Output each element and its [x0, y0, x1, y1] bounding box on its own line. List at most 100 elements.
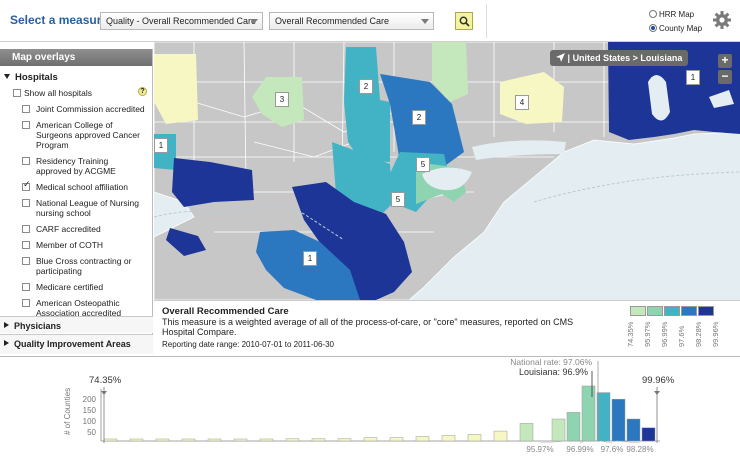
gulf-island: [709, 90, 734, 108]
search-button[interactable]: [455, 12, 473, 30]
measure-category-select[interactable]: Quality - Overall Recommended Care: [100, 12, 263, 30]
histogram-bar[interactable]: [155, 438, 170, 442]
overlay-list[interactable]: Hospitals Show all hospitals ? Joint Com…: [0, 66, 152, 316]
overlay-item[interactable]: Blue Cross contracting or participating: [0, 254, 152, 280]
map-region-label[interactable]: 5: [416, 157, 430, 172]
checkbox[interactable]: [22, 257, 30, 265]
histogram-bar[interactable]: [129, 438, 144, 442]
measure-item-select[interactable]: Overall Recommended Care: [269, 12, 434, 30]
checkbox[interactable]: [22, 241, 30, 249]
checkbox[interactable]: [22, 121, 30, 129]
map-region-label[interactable]: 2: [359, 79, 373, 94]
overlay-item[interactable]: CARF accredited: [0, 222, 152, 238]
overlay-item[interactable]: Member of COTH: [0, 238, 152, 254]
checkbox-checked[interactable]: [22, 180, 31, 191]
checkbox[interactable]: [13, 89, 21, 97]
overlay-item-label: Medical school affiliation: [36, 182, 128, 192]
histogram-bar[interactable]: [415, 436, 430, 442]
overlay-item[interactable]: National League of Nursing nursing schoo…: [0, 196, 152, 222]
overlay-item[interactable]: American Osteopathic Association accredi…: [0, 296, 152, 316]
bin-boundary-leader: [579, 440, 585, 444]
histogram-bar[interactable]: [581, 385, 596, 442]
physicians-section-toggle[interactable]: Physicians: [0, 316, 153, 333]
histogram-bar[interactable]: [551, 418, 566, 442]
state-rate-label: Louisiana: 96.9%: [519, 367, 588, 377]
overlay-item[interactable]: American College of Surgeons approved Ca…: [0, 118, 152, 154]
histogram-chart: # of Counties 200 150 100 50 74.35% 99.9…: [63, 357, 675, 454]
quality-areas-section-toggle[interactable]: Quality Improvement Areas: [0, 334, 153, 354]
histogram-bar[interactable]: [363, 437, 378, 442]
histogram-bar[interactable]: [596, 392, 611, 442]
histogram-bar[interactable]: [233, 438, 248, 442]
hospitals-section-toggle[interactable]: Hospitals: [0, 66, 152, 86]
county-region: [344, 47, 390, 162]
county-region: [172, 158, 254, 207]
county-histogram: # of Counties 200 150 100 50 74.35% 99.9…: [0, 356, 740, 454]
map-region-label[interactable]: 2: [412, 110, 426, 125]
histogram-bar[interactable]: [103, 438, 118, 442]
show-all-hospitals-option[interactable]: Show all hospitals ?: [0, 86, 152, 102]
breadcrumb[interactable]: | United States > Louisiana: [550, 50, 689, 66]
physicians-heading: Physicians: [14, 321, 62, 331]
histogram-bar[interactable]: [207, 438, 222, 442]
histogram-bar[interactable]: [519, 423, 534, 442]
histogram-bar[interactable]: [441, 435, 456, 442]
radio-icon: [649, 10, 657, 18]
legend-bin-label: 95.97%: [643, 321, 652, 347]
overlay-item-label: American College of Surgeons approved Ca…: [36, 120, 140, 150]
legend-bin-label: 97.6%: [677, 325, 686, 347]
histogram-bar[interactable]: [389, 437, 404, 442]
map-region-label[interactable]: 5: [391, 192, 405, 207]
radio-selected-icon: [649, 24, 657, 32]
overlay-item-label: Blue Cross contracting or participating: [36, 256, 132, 276]
county-map-radio[interactable]: County Map: [649, 24, 702, 33]
histogram-bar[interactable]: [337, 438, 352, 442]
checkbox[interactable]: [22, 283, 30, 291]
zoom-out-button[interactable]: −: [718, 70, 732, 84]
histogram-bars: [103, 385, 656, 442]
map-region-label[interactable]: 1: [154, 138, 168, 153]
overlay-item[interactable]: Medical school affiliation: [0, 180, 152, 196]
histogram-bar[interactable]: [259, 438, 274, 442]
reporting-date-range: Reporting date range: 2010-07-01 to 2011…: [162, 340, 334, 349]
legend-bin-label: 96.99%: [660, 321, 669, 347]
county-map[interactable]: 3 2 2 4 1 5 5 1 1 | United States > Loui…: [154, 42, 740, 300]
map-canvas[interactable]: [154, 42, 740, 300]
histogram-bar[interactable]: [285, 438, 300, 442]
gear-icon[interactable]: [712, 10, 732, 30]
breadcrumb-separator: |: [567, 53, 571, 63]
hrr-map-label: HRR Map: [659, 10, 695, 19]
overlay-item[interactable]: Residency Training approved by ACGME: [0, 154, 152, 180]
national-rate-label: National rate: 97.06%: [510, 357, 592, 367]
histogram-bar[interactable]: [181, 438, 196, 442]
legend-title: Overall Recommended Care: [162, 306, 289, 317]
histogram-bar[interactable]: [626, 418, 641, 442]
breadcrumb-state: Louisiana: [640, 53, 683, 63]
overlay-item[interactable]: Medicare certified: [0, 280, 152, 296]
map-region-label[interactable]: 4: [515, 95, 529, 110]
legend-bin-label: 98.28%: [694, 321, 703, 347]
histogram-bar[interactable]: [493, 430, 508, 442]
breadcrumb-us[interactable]: United States: [572, 53, 631, 63]
zoom-in-button[interactable]: +: [718, 54, 732, 68]
histogram-bar[interactable]: [611, 398, 626, 442]
legend-bin-label: 99.96%: [711, 321, 720, 347]
y-tick-label: 150: [83, 406, 97, 415]
overlay-item[interactable]: Joint Commission accredited: [0, 102, 152, 118]
histogram-bar[interactable]: [467, 434, 482, 442]
hrr-map-radio[interactable]: HRR Map: [649, 10, 694, 19]
map-region-label[interactable]: 1: [303, 251, 317, 266]
checkbox[interactable]: [22, 225, 30, 233]
legend-swatch: [630, 306, 646, 316]
checkbox[interactable]: [22, 105, 30, 113]
help-icon[interactable]: ?: [138, 87, 147, 96]
map-region-label[interactable]: 1: [686, 70, 700, 85]
histogram-bar[interactable]: [566, 412, 581, 442]
checkbox[interactable]: [22, 199, 30, 207]
checkbox[interactable]: [22, 157, 30, 165]
legend-bin-label: 74.35%: [626, 321, 635, 347]
histogram-bar[interactable]: [311, 438, 326, 442]
histogram-bar[interactable]: [641, 427, 656, 442]
map-region-label[interactable]: 3: [275, 92, 289, 107]
checkbox[interactable]: [22, 299, 30, 307]
